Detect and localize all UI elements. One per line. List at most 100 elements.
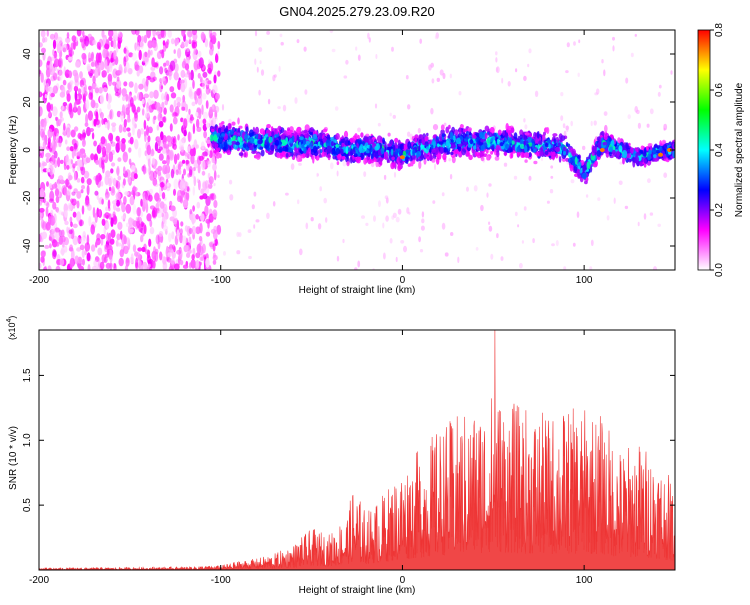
heatmap-noise-blob (169, 123, 173, 132)
heatmap-signal-blob (516, 146, 521, 153)
heatmap-noise-blob (93, 259, 98, 268)
heatmap-signal-blob (488, 132, 493, 138)
heatmap-noise-blob (102, 48, 107, 59)
heatmap-noise-blob (155, 102, 161, 111)
heatmap-signal-blob (390, 139, 394, 146)
heatmap-signal-blob (548, 143, 551, 150)
heatmap-noise-blob (192, 168, 195, 179)
heatmap-noise-blob (208, 213, 214, 223)
heatmap-sparse-blob (368, 37, 371, 43)
heatmap-noise-blob (85, 99, 90, 111)
heatmap-signal-blob (462, 128, 467, 133)
heatmap-signal-blob (581, 172, 587, 180)
heatmap-signal-blob (513, 132, 518, 140)
heatmap-noise-blob (89, 72, 93, 78)
heatmap-noise-blob (189, 91, 195, 100)
heatmap-signal-blob (270, 136, 273, 142)
heatmap-noise-blob (126, 117, 131, 123)
heatmap-noise-blob (198, 155, 204, 161)
heatmap-noise-blob (62, 102, 68, 107)
heatmap-noise-blob (212, 163, 217, 171)
heatmap-noise-blob (56, 132, 60, 142)
heatmap-sparse-blob (449, 173, 453, 180)
heatmap-noise-blob (159, 182, 165, 188)
heatmap-sparse-blob (221, 104, 225, 111)
heatmap-signal-blob (641, 156, 644, 163)
heatmap-noise-blob (207, 63, 212, 70)
heatmap-noise-blob (84, 199, 90, 207)
heatmap-signal-blob (546, 127, 550, 134)
heatmap-signal-blob (573, 166, 578, 172)
heatmap-noise-blob (91, 132, 95, 140)
heatmap-signal-blob (340, 148, 344, 154)
heatmap-noise-blob (94, 241, 98, 248)
heatmap-noise-blob (115, 207, 121, 212)
heatmap-signal-blob (423, 158, 427, 165)
heatmap-noise-blob (187, 173, 191, 178)
heatmap-noise-blob (52, 250, 57, 257)
heatmap-noise-blob (197, 72, 201, 79)
heatmap-noise-blob (166, 154, 170, 166)
heatmap-signal-blob (634, 155, 639, 164)
heatmap-signal-blob (325, 139, 331, 148)
heatmap-noise-blob (86, 178, 92, 186)
heatmap-signal-blob (391, 156, 395, 161)
heatmap-signal-blob (463, 141, 468, 145)
heatmap-sparse-blob (389, 238, 393, 244)
heatmap-noise-blob (102, 87, 108, 93)
heatmap-noise-blob (205, 257, 210, 268)
heatmap-noise-blob (64, 155, 69, 166)
heatmap-noise-blob (64, 210, 68, 218)
heatmap-noise-blob (81, 139, 86, 148)
heatmap-noise-blob (197, 95, 203, 106)
heatmap-noise-blob (142, 164, 147, 175)
heatmap-signal-blob (618, 145, 623, 153)
heatmap-noise-blob (161, 93, 165, 101)
heatmap-sparse-blob (323, 197, 328, 204)
heatmap-signal-blob (524, 159, 528, 163)
heatmap-noise-blob (147, 40, 153, 49)
heatmap-noise-blob (134, 64, 140, 71)
heatmap-noise-blob (84, 36, 90, 47)
heatmap-noise-blob (196, 88, 201, 96)
heatmap-signal-blob (300, 153, 306, 159)
heatmap-signal-blob (457, 143, 463, 147)
heatmap-noise-blob (96, 233, 101, 241)
heatmap-noise-blob (90, 69, 96, 74)
heatmap-noise-blob (62, 43, 68, 53)
heatmap-noise-blob (166, 93, 170, 102)
heatmap-noise-blob (197, 163, 201, 174)
heatmap-signal-blob (489, 126, 495, 134)
heatmap-signal-blob (431, 144, 434, 150)
heatmap-sparse-blob (395, 256, 398, 263)
heatmap-signal-blob (345, 146, 348, 153)
heatmap-sparse-blob (290, 163, 295, 171)
heatmap-sparse-blob (383, 252, 386, 260)
heatmap-signal-blob (365, 133, 370, 137)
heatmap-noise-blob (162, 203, 168, 214)
heatmap-signal-blob (216, 147, 221, 152)
heatmap-noise-blob (77, 132, 82, 139)
heatmap-noise-blob (193, 176, 197, 187)
heatmap-noise-blob (102, 38, 105, 49)
snr-y-scale-exponent: 4 (6, 318, 13, 322)
heatmap-signal-blob (445, 126, 450, 134)
heatmap-noise-blob (113, 263, 117, 269)
heatmap-signal-blob (550, 151, 553, 157)
heatmap-noise-blob (141, 98, 145, 105)
heatmap-noise-blob (147, 49, 151, 58)
heatmap-signal-blob (533, 160, 538, 165)
heatmap-signal-blob (249, 144, 254, 151)
heatmap-noise-blob (181, 235, 187, 245)
heatmap-noise-blob (137, 91, 142, 101)
heatmap-signal-blob (354, 133, 358, 140)
heatmap-signal-blob (363, 157, 367, 165)
heatmap-noise-blob (192, 186, 195, 196)
heatmap-noise-blob (183, 168, 186, 176)
heatmap-noise-blob (44, 36, 48, 43)
heatmap-noise-blob (172, 138, 176, 144)
heatmap-sparse-blob (251, 204, 255, 210)
heatmap-signal-blob (562, 150, 567, 156)
heatmap-noise-blob (47, 128, 53, 139)
heatmap-noise-blob (134, 112, 139, 122)
